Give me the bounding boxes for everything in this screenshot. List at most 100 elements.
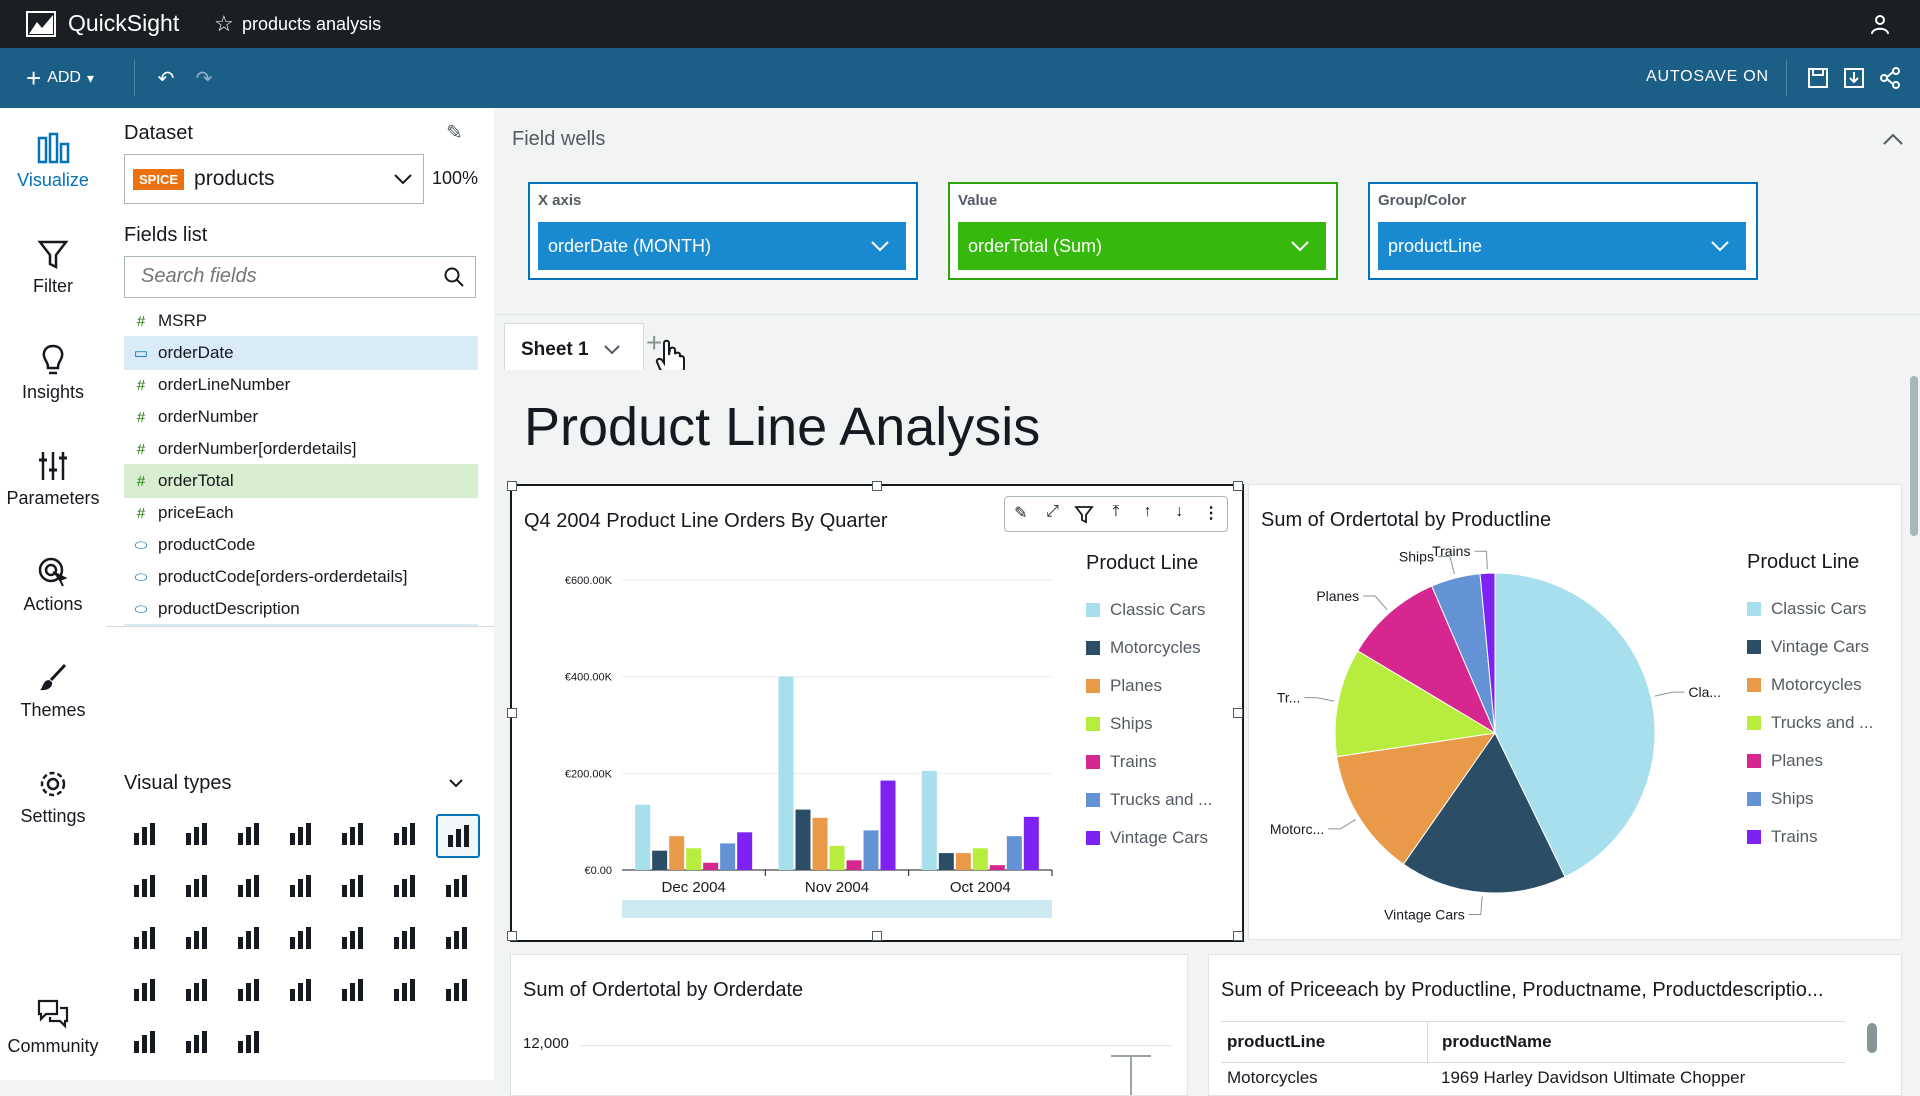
chevron-up-icon[interactable]	[1882, 132, 1904, 146]
table-header-cell[interactable]: productName	[1442, 1032, 1552, 1051]
x-axis-field-pill[interactable]: orderDate (MONTH)	[538, 222, 906, 270]
add-sheet-plus-icon[interactable]: +	[646, 327, 663, 358]
rail-community[interactable]: Community	[0, 996, 106, 1057]
legend-item[interactable]: Motorcycles	[1086, 638, 1201, 658]
download-icon[interactable]	[1840, 64, 1868, 92]
arc-gauge-icon[interactable]	[228, 814, 268, 854]
field-item[interactable]: ⬭ productCode	[124, 528, 478, 562]
edit-pencil-icon[interactable]: ✎	[1014, 505, 1028, 522]
save-icon[interactable]	[1804, 64, 1832, 92]
combo-bar-icon[interactable]	[332, 866, 372, 906]
globe-map-icon[interactable]	[384, 970, 424, 1010]
legend-item[interactable]: Trucks and ...	[1747, 713, 1873, 733]
resize-handle[interactable]	[507, 931, 517, 941]
field-item[interactable]: # orderLineNumber	[124, 368, 478, 402]
rail-actions[interactable]: Actions	[0, 554, 106, 615]
analysis-title[interactable]: products analysis	[242, 14, 382, 34]
resize-handle[interactable]	[1233, 931, 1243, 941]
stacked-vbar-icon[interactable]	[176, 866, 216, 906]
filled-map-icon[interactable]	[436, 970, 476, 1010]
pie-icon[interactable]	[332, 814, 372, 854]
line-chart-visual[interactable]: Sum of Ordertotal by Orderdate 12,000	[510, 954, 1188, 1096]
donut-icon[interactable]	[280, 814, 320, 854]
sankey-icon[interactable]	[332, 970, 372, 1010]
clustered-vbar-icon[interactable]	[280, 866, 320, 906]
word-cloud-icon[interactable]	[176, 1022, 216, 1062]
table-row[interactable]: Motorcycles 1969 Harley Davidson Ultimat…	[1221, 1063, 1845, 1093]
legend-item[interactable]: Vintage Cars	[1747, 637, 1869, 657]
more-vertical-icon[interactable]: ⋮	[1203, 505, 1220, 522]
arrow-up-icon[interactable]: ↑	[1143, 503, 1152, 520]
table-scrollbar[interactable]	[1867, 1023, 1877, 1053]
resize-handle[interactable]	[1233, 708, 1243, 718]
move-to-top-icon[interactable]: ⤒	[1112, 503, 1120, 520]
field-item[interactable]: ⬭ productDescription	[124, 592, 478, 626]
horizontal-bar-icon[interactable]	[384, 814, 424, 854]
group-field-pill[interactable]: productLine	[1378, 222, 1746, 270]
treemap-icon[interactable]	[124, 970, 164, 1010]
area-icon[interactable]	[436, 866, 476, 906]
legend-item[interactable]: Vintage Cars	[1086, 828, 1208, 848]
field-item[interactable]: # orderNumber	[124, 400, 478, 434]
legend-item[interactable]: Trains	[1747, 827, 1818, 847]
rail-themes[interactable]: Themes	[0, 660, 106, 721]
heatmap-icon[interactable]	[332, 918, 372, 958]
field-item[interactable]: # MSRP	[124, 304, 478, 338]
box-plot-icon[interactable]	[280, 918, 320, 958]
legend-item[interactable]: Trains	[1086, 752, 1157, 772]
rail-parameters[interactable]: Parameters	[0, 448, 106, 509]
filter-icon[interactable]	[1073, 503, 1095, 525]
field-item[interactable]: ⬭productLine	[124, 624, 478, 626]
legend-item[interactable]: Planes	[1747, 751, 1823, 771]
legend-item[interactable]: Classic Cars	[1086, 600, 1205, 620]
clustered-hbar-icon[interactable]	[228, 866, 268, 906]
table-grid-icon[interactable]	[384, 918, 424, 958]
line-bar-icon[interactable]	[228, 918, 268, 958]
table-visual[interactable]: Sum of Priceeach by Productline, Product…	[1208, 954, 1902, 1096]
tab-sheet-1[interactable]: Sheet 1	[504, 323, 644, 376]
legend-item[interactable]: Ships	[1747, 789, 1814, 809]
kpi-icon[interactable]	[124, 814, 164, 854]
share-icon[interactable]	[1876, 64, 1904, 92]
rail-settings[interactable]: Settings	[0, 766, 106, 827]
resize-handle[interactable]	[872, 481, 882, 491]
resize-handle[interactable]	[507, 708, 517, 718]
resize-handle[interactable]	[1233, 481, 1243, 491]
table-header-cell[interactable]: productLine	[1221, 1022, 1428, 1062]
legend-item[interactable]: Planes	[1086, 676, 1162, 696]
rail-filter[interactable]: Filter	[0, 236, 106, 297]
search-icon[interactable]	[443, 266, 465, 288]
arrow-down-icon[interactable]: ↓	[1175, 503, 1184, 520]
rail-insights[interactable]: Insights	[0, 342, 106, 403]
rail-visualize[interactable]: Visualize	[0, 130, 106, 191]
expand-icon[interactable]: ⤢	[1046, 503, 1059, 520]
dataset-select[interactable]: SPICE products	[124, 154, 424, 204]
field-item[interactable]: ▭ orderDate	[124, 336, 478, 370]
resize-handle[interactable]	[872, 931, 882, 941]
chevron-down-icon[interactable]	[448, 778, 464, 788]
combo-line-icon[interactable]	[176, 918, 216, 958]
resize-handle[interactable]	[507, 481, 517, 491]
field-item[interactable]: # priceEach	[124, 496, 478, 530]
vertical-bar-icon[interactable]	[436, 814, 480, 858]
undo-icon[interactable]: ↶	[157, 67, 175, 90]
field-item[interactable]: # orderNumber[orderdetails]	[124, 432, 478, 466]
pivot-table-icon[interactable]	[436, 918, 476, 958]
edit-pencil-icon[interactable]: ✎	[446, 122, 463, 144]
legend-item[interactable]: Ships	[1086, 714, 1153, 734]
add-button[interactable]: + ADD ▾	[26, 62, 94, 94]
scatter-icon[interactable]	[176, 970, 216, 1010]
field-item[interactable]: ⬭ productCode[orders-orderdetails]	[124, 560, 478, 594]
histogram-icon[interactable]	[228, 970, 268, 1010]
image-icon[interactable]	[228, 1022, 268, 1062]
insight-icon[interactable]	[124, 1022, 164, 1062]
value-field-pill[interactable]: orderTotal (Sum)	[958, 222, 1326, 270]
stacked-hbar-icon[interactable]	[124, 866, 164, 906]
gauge-up-icon[interactable]	[176, 814, 216, 854]
sheet-title[interactable]: Product Line Analysis	[524, 397, 1041, 457]
autosave-status[interactable]: AUTOSAVE ON	[1646, 68, 1769, 85]
legend-item[interactable]: Classic Cars	[1747, 599, 1866, 619]
favorite-star-icon[interactable]: ☆	[214, 11, 234, 36]
bar-chart-visual[interactable]: Q4 2004 Product Line Orders By Quarter ✎…	[507, 481, 1244, 942]
legend-item[interactable]: Motorcycles	[1747, 675, 1862, 695]
